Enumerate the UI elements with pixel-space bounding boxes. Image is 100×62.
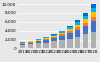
Bar	[20, 42, 26, 43]
Bar	[36, 40, 41, 41]
Bar	[59, 33, 65, 34]
Bar	[83, 34, 88, 48]
Bar	[44, 39, 49, 40]
Bar	[67, 31, 72, 33]
Bar	[75, 27, 80, 30]
Bar	[44, 40, 49, 43]
Bar	[75, 25, 80, 27]
Bar	[67, 33, 72, 39]
Bar	[59, 36, 65, 40]
Bar	[20, 43, 26, 44]
Bar	[83, 13, 88, 16]
Bar	[90, 21, 96, 32]
Bar	[51, 34, 57, 35]
Bar	[28, 44, 33, 48]
Bar	[51, 41, 57, 48]
Bar	[36, 43, 41, 48]
Bar	[44, 38, 49, 39]
Bar	[44, 37, 49, 38]
Bar	[75, 20, 80, 22]
Bar	[83, 19, 88, 23]
Bar	[67, 26, 72, 27]
Bar	[90, 17, 96, 21]
Bar	[51, 36, 57, 37]
Bar	[51, 37, 57, 38]
Bar	[59, 40, 65, 48]
Bar	[51, 35, 57, 36]
Bar	[20, 44, 26, 45]
Bar	[51, 38, 57, 41]
Bar	[75, 22, 80, 25]
Bar	[28, 43, 33, 44]
Bar	[44, 43, 49, 48]
Bar	[59, 31, 65, 33]
Bar	[36, 39, 41, 40]
Bar	[67, 27, 72, 29]
Bar	[83, 23, 88, 26]
Bar	[83, 26, 88, 34]
Bar	[90, 8, 96, 12]
Bar	[90, 12, 96, 17]
Bar	[83, 16, 88, 19]
Bar	[90, 4, 96, 8]
Bar	[28, 42, 33, 43]
Bar	[75, 37, 80, 48]
Bar	[67, 29, 72, 31]
Bar	[36, 41, 41, 43]
Bar	[28, 41, 33, 42]
Bar	[20, 45, 26, 48]
Bar	[67, 39, 72, 48]
Bar	[59, 34, 65, 36]
Bar	[75, 30, 80, 37]
Bar	[90, 32, 96, 48]
